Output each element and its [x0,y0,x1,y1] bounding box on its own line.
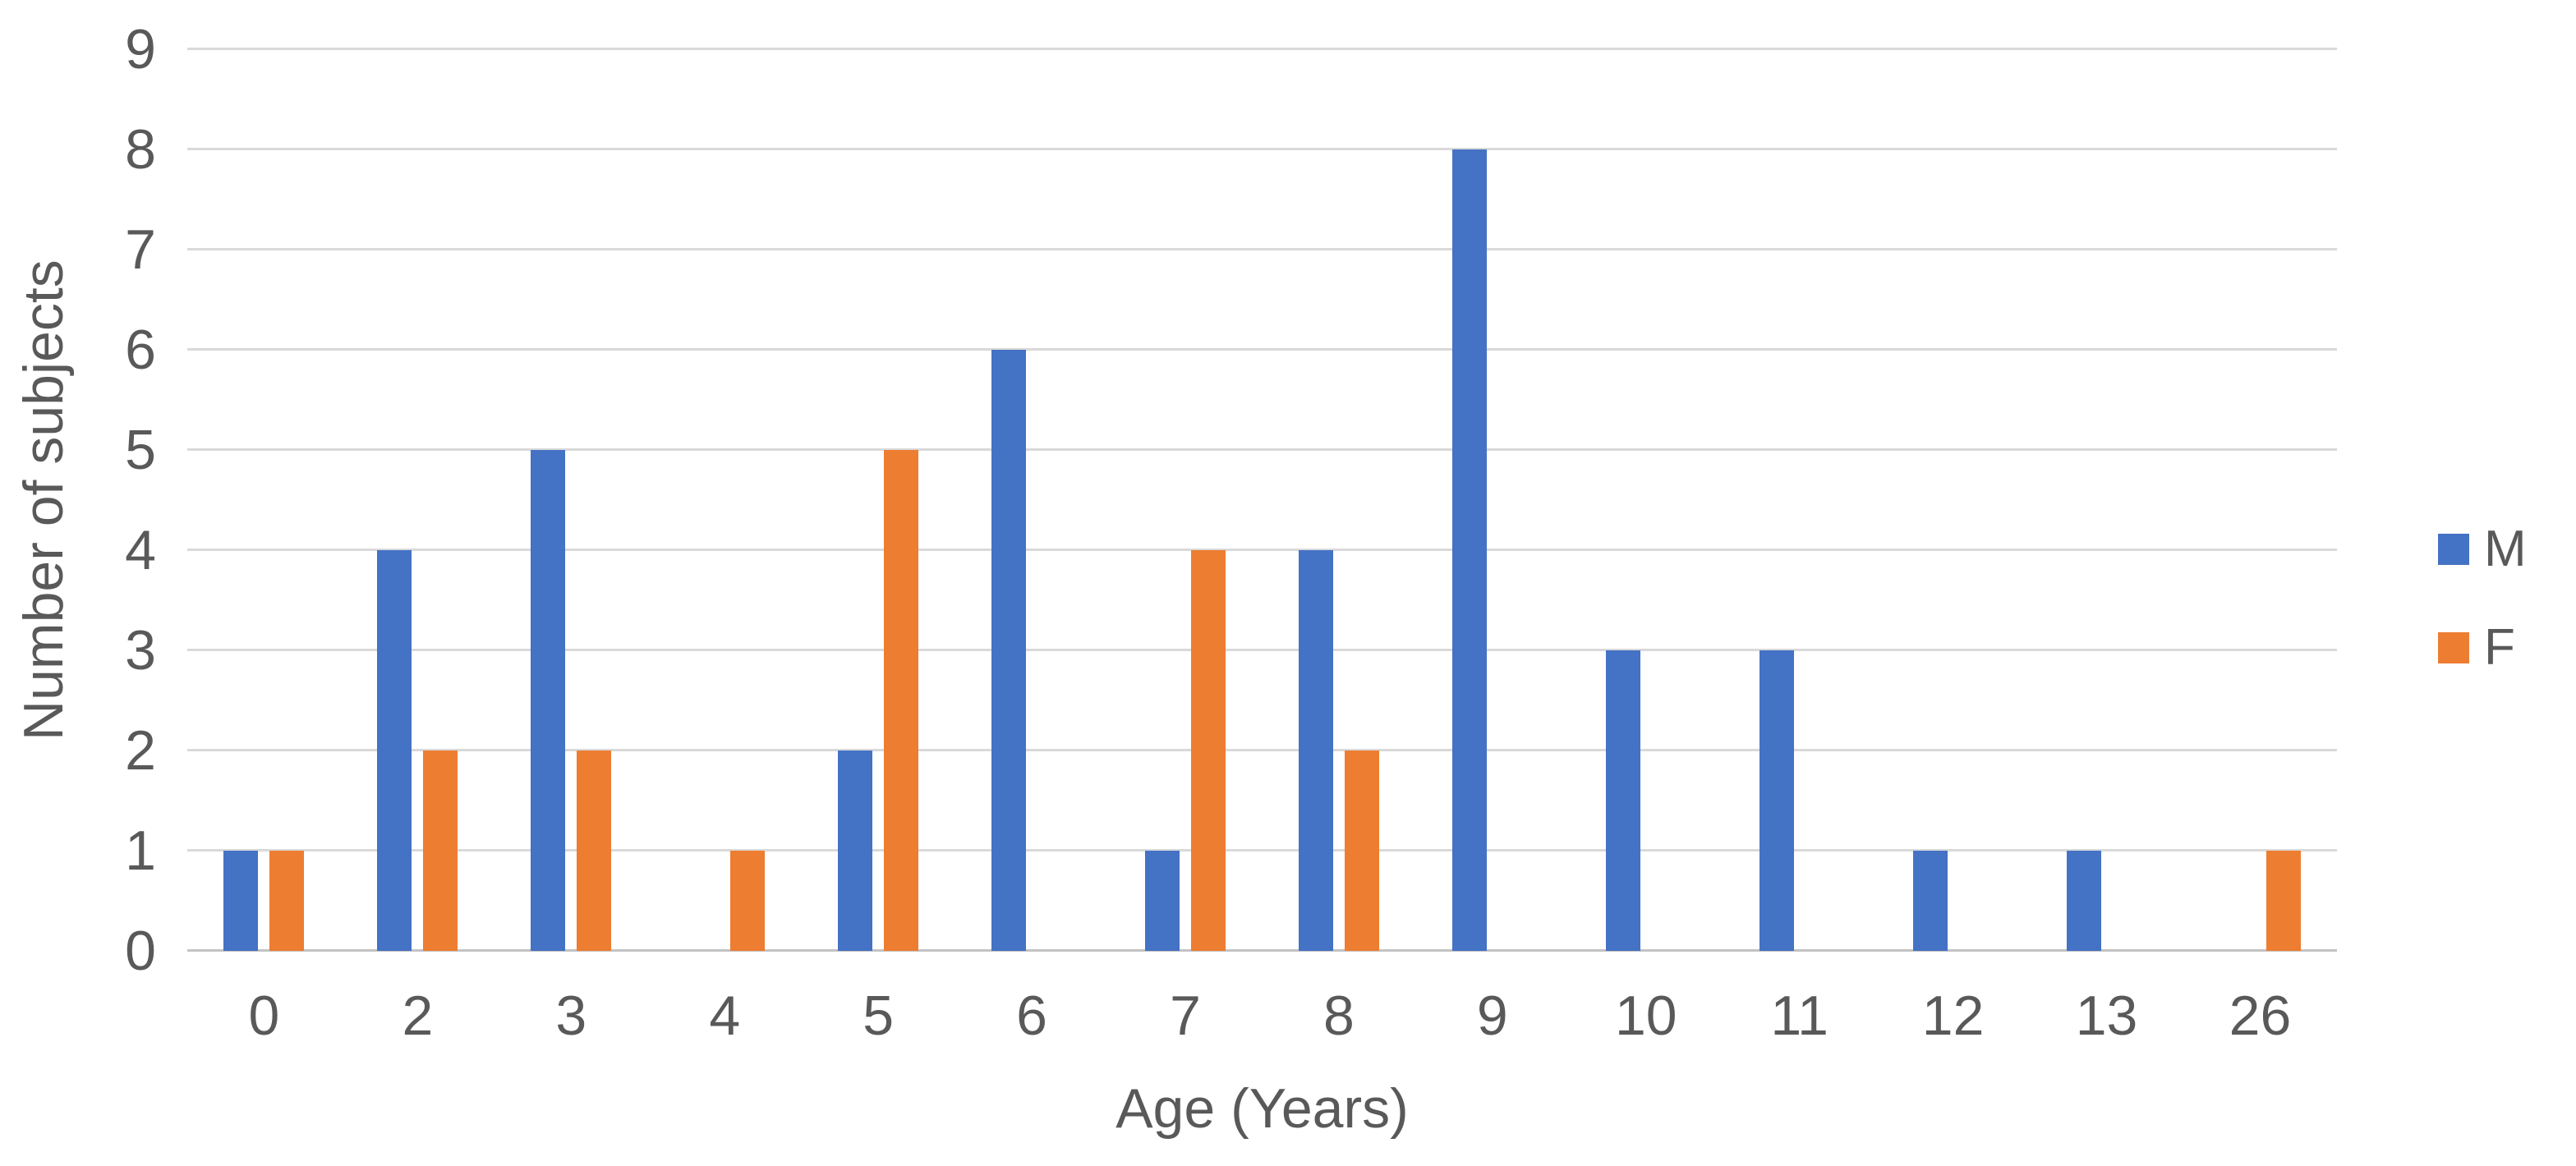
y-tick-label: 3 [125,619,156,682]
x-tick-label: 6 [1016,985,1047,1047]
x-tick-label: 2 [402,985,434,1047]
bar-f-age-2 [423,751,458,951]
y-tick-label: 7 [125,218,156,281]
bar-m-age-12 [1912,851,1948,951]
legend-swatch-f [2438,632,2469,663]
x-tick-label: 13 [2075,985,2138,1047]
gridline [187,348,2337,351]
gridline [187,549,2337,552]
x-tick-label: 26 [2229,985,2292,1047]
bar-group-age-7 [1109,49,1263,951]
x-tick-label: 3 [555,985,587,1047]
gridline [187,749,2337,752]
bar-group-age-26 [2183,49,2337,951]
bar-f-age-8 [1344,751,1379,951]
y-tick-label: 5 [125,419,156,481]
bar-group-age-6 [955,49,1109,951]
bar-f-age-3 [577,751,612,951]
bar-f-age-26 [2266,851,2301,951]
gridline [187,649,2337,652]
bar-m-age-6 [991,350,1027,951]
legend-swatch-m [2438,534,2469,565]
x-tick-label: 7 [1170,985,1201,1047]
bar-m-age-8 [1298,550,1333,951]
bar-m-age-13 [2066,851,2101,951]
x-tick-label: 9 [1476,985,1508,1047]
legend-label-m: M [2484,521,2527,577]
x-tick-label: 10 [1614,985,1677,1047]
bar-group-age-0 [187,49,341,951]
x-tick-label: 8 [1323,985,1355,1047]
bar-m-age-0 [223,851,259,951]
bar-m-age-7 [1145,851,1180,951]
x-axis-title: Age (Years) [1116,1077,1409,1140]
bar-group-age-3 [494,49,648,951]
legend-entry-m: M [2438,524,2527,575]
plot-area [187,48,2337,952]
bar-m-age-9 [1451,149,1487,951]
bar-group-age-5 [802,49,955,951]
bar-group-age-11 [1723,49,1876,951]
y-tick-label: 1 [125,819,156,882]
bar-m-age-3 [531,450,566,951]
legend-entry-f: F [2438,622,2527,673]
bar-m-age-2 [377,550,412,951]
y-tick-label: 9 [125,18,156,80]
y-axis-tick-labels: 0 1 2 3 4 5 6 7 8 9 [0,21,156,979]
gridline [187,48,2337,50]
gridline [187,148,2337,151]
bar-m-age-5 [838,751,873,951]
bar-f-age-5 [884,450,919,951]
y-tick-label: 6 [125,319,156,381]
gridline [187,248,2337,250]
bar-group-age-10 [1569,49,1723,951]
legend-label-f: F [2484,619,2515,676]
y-tick-label: 0 [125,920,156,982]
gridline [187,849,2337,852]
y-tick-label: 8 [125,118,156,181]
x-tick-label: 4 [709,985,741,1047]
gridline [187,448,2337,451]
y-tick-label: 4 [125,519,156,581]
x-axis-line [187,949,2337,952]
y-tick-label: 2 [125,719,156,782]
bar-f-age-4 [730,851,766,951]
bar-m-age-11 [1759,650,1794,951]
bar-group-age-8 [1263,49,1416,951]
x-tick-label: 5 [862,985,895,1047]
x-tick-label: 12 [1921,985,1985,1047]
x-tick-label: 11 [1770,985,1828,1047]
bar-m-age-10 [1605,650,1640,951]
x-tick-label: 0 [248,985,280,1047]
bar-group-age-12 [1876,49,2030,951]
bar-group-age-2 [341,49,494,951]
bar-f-age-7 [1191,550,1226,951]
bar-f-age-0 [269,851,305,951]
bar-group-age-4 [648,49,802,951]
bar-group-age-9 [1415,49,1569,951]
bar-group-age-13 [2030,49,2183,951]
x-axis-tick-labels: 0 2 3 4 5 6 7 8 9 10 11 12 13 26 [187,979,2337,1053]
